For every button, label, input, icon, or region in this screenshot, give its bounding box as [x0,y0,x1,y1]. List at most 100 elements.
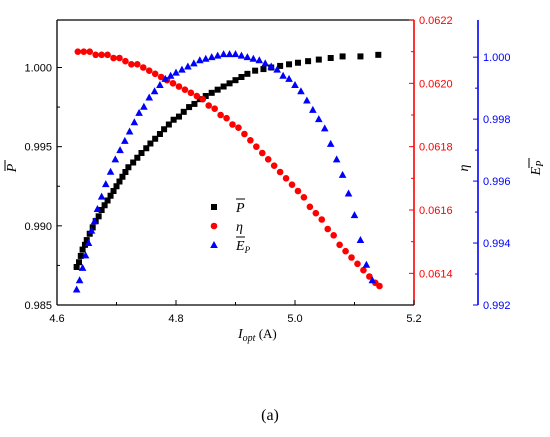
y-tick-label-right2: 0.994 [483,238,511,250]
data-point-right2 [350,211,359,219]
data-point-right1 [336,241,343,249]
y-tick-label-right1: 0.0622 [419,15,453,27]
data-point-right2 [190,59,198,67]
data-point-left [156,131,163,137]
data-point-right1 [98,51,105,59]
data-point-left [73,264,80,270]
data-point-left [208,89,215,96]
data-point-left [113,183,120,190]
data-point-right2 [93,204,102,212]
data-point-right2 [121,136,129,144]
data-point-right1 [92,51,99,59]
x-tick-label: 4.6 [49,313,64,325]
data-point-right2 [116,146,124,154]
data-point-right1 [110,54,117,62]
data-point-left [116,178,123,185]
legend-label-right2: EP [235,239,251,255]
x-tick-label: 5.0 [287,313,302,325]
data-point-right2 [326,139,335,147]
data-point-right1 [139,64,147,71]
data-point-right2 [320,124,329,132]
data-point-left [202,93,209,99]
data-point-right2 [237,51,246,59]
data-point-right2 [255,56,264,64]
data-point-right2 [368,276,377,284]
data-point-right1 [360,266,367,274]
data-point-right1 [74,48,82,55]
data-point-right2 [219,50,228,58]
data-point-left [77,252,84,259]
data-point-right2 [130,118,139,126]
data-point-right2 [332,155,341,163]
data-point-right1 [86,48,94,55]
data-point-left [104,197,111,204]
data-point-right1 [294,187,302,195]
data-point-right2 [87,226,96,234]
data-point-right2 [243,53,252,61]
data-point-left [294,59,301,66]
data-point-right1 [264,156,272,163]
data-point-left [122,169,129,175]
data-point-right2 [72,285,81,293]
data-point-right1 [258,149,266,157]
data-point-right1 [145,67,153,74]
data-point-right1 [300,194,308,201]
data-point-left [226,80,233,87]
data-point-left [125,164,132,171]
data-point-left [107,192,114,199]
data-point-right1 [151,70,159,78]
data-point-right2 [291,81,299,89]
data-point-right1 [312,209,320,217]
data-point-left [110,188,117,194]
data-point-left [277,62,284,69]
data-point-right2 [111,155,120,163]
data-point-right2 [249,54,258,62]
data-point-right2 [231,50,240,58]
data-point-right2 [285,74,293,82]
data-point-left [232,77,239,84]
data-point-left [286,61,293,68]
data-point-right1 [187,89,195,97]
data-point-left [238,74,245,80]
y-tick-label-right1: 0.0618 [419,142,453,154]
y-axis-right1-title: η [457,164,472,171]
y-tick-label-right2: 1.000 [483,52,511,64]
data-point-right2 [207,53,216,61]
data-point-right2 [225,50,234,58]
data-point-left [214,86,221,93]
data-point-left [101,202,108,209]
legend-label-left: P [235,201,245,216]
data-point-left [191,100,198,107]
data-point-right1 [181,86,189,93]
figure-caption: (a) [261,407,279,424]
data-point-left [98,207,105,213]
data-point-left [81,241,88,248]
data-point-right2 [184,62,192,70]
data-point-right1 [104,51,111,59]
data-point-right2 [315,115,323,123]
data-point-right2 [97,192,106,200]
legend-marker-right1 [210,222,218,230]
data-point-right2 [267,62,275,70]
data-point-right1 [122,57,129,65]
data-point-right2 [140,102,148,110]
data-point-right1 [80,48,88,55]
data-point-left [165,121,172,128]
data-point-left [130,159,137,166]
y-tick-label-right1: 0.0616 [419,205,453,217]
legend-marker-left [211,204,217,210]
y-tick-label-right2: 0.998 [483,114,511,126]
data-point-right1 [157,73,165,81]
data-point-left [375,51,382,58]
data-point-left [138,150,145,156]
data-point-left [339,53,346,60]
data-point-left [147,140,154,147]
data-point-right2 [309,105,317,113]
data-point-right1 [169,80,177,87]
data-point-right1 [199,95,207,103]
data-point-left [180,108,187,115]
data-point-left [220,83,227,90]
data-point-right1 [134,61,141,68]
data-point-right2 [166,71,175,79]
x-tick-label: 5.2 [406,313,421,325]
